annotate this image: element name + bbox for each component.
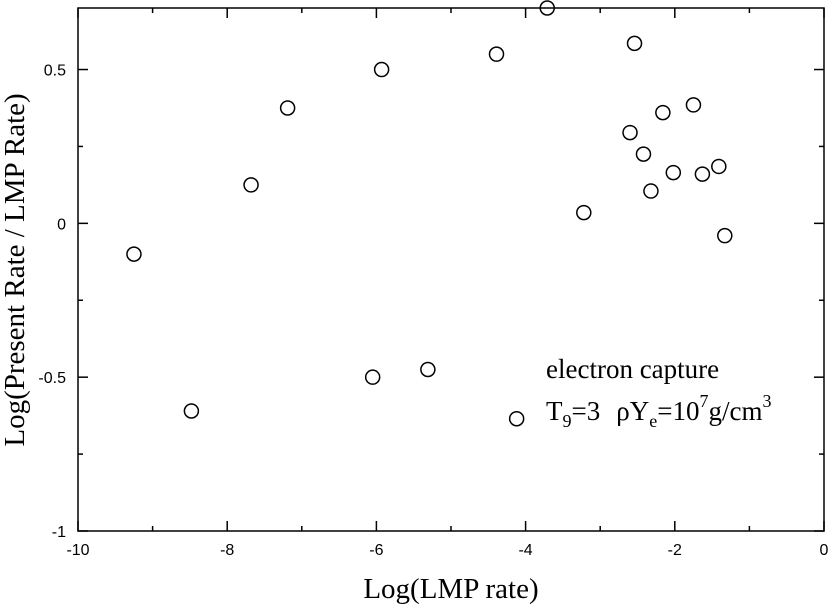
y-axis: -1 -0.5 0 0.5 [38,63,824,541]
data-point [488,46,505,62]
data-point [665,164,682,181]
annotation-line1: electron capture [546,354,719,384]
x-axis: -10 -8 -6 -4 -2 0 [66,8,829,559]
y-axis-title: Log(Present Rate / LMP Rate) [0,93,31,446]
y-tick-label: 0.5 [44,63,66,80]
data-point [622,124,638,141]
unit-exponent: 3 [762,391,771,411]
data-points [126,0,733,427]
data-point [626,35,643,52]
x-axis-title: Log(LMP rate) [363,573,538,605]
data-point [279,100,296,116]
x-tick-label: -8 [220,542,234,559]
y-tick-label: 0 [57,216,66,233]
y-tick-label: -0.5 [38,370,66,387]
temperature-value: =3 [572,396,601,426]
data-point [643,183,659,199]
density-exponent: 7 [699,391,708,411]
y-tick-label: -1 [52,524,66,541]
x-tick-label: -4 [518,542,532,559]
data-point [183,403,200,419]
density-unit: g/cm [708,396,762,426]
x-tick-label: -6 [369,542,383,559]
data-point [711,158,727,175]
data-point [655,104,671,121]
data-point [420,361,436,378]
data-point [243,177,259,193]
data-point [685,97,702,113]
annotation-line2: T9=3 ρYe=107g/cm3 [546,391,771,431]
x-tick-label: -10 [66,542,89,559]
data-point [508,410,525,427]
density-subscript: e [649,411,657,431]
data-point [635,146,652,162]
data-point [539,0,555,16]
temperature-subscript: 9 [563,411,572,431]
plot-frame [77,7,825,532]
data-point [373,61,390,78]
temperature-symbol: T [546,396,563,426]
density-symbol: ρY [616,396,649,426]
data-point [364,369,381,385]
data-point [717,227,733,244]
x-tick-label: -2 [668,542,682,559]
data-point [694,166,711,182]
data-point [126,246,142,262]
x-tick-label: 0 [820,542,829,559]
density-equals: =10 [657,396,699,426]
data-point [576,204,592,221]
